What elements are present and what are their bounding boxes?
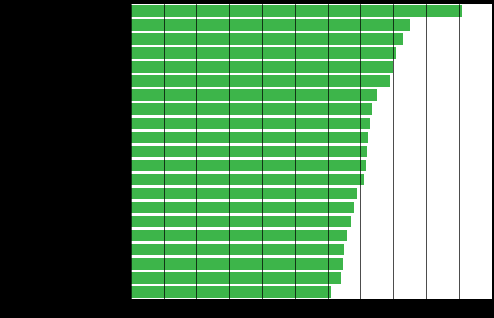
- Bar: [131, 258, 343, 270]
- Bar: [131, 89, 377, 101]
- Bar: [131, 5, 462, 17]
- Bar: [131, 132, 368, 143]
- Bar: [131, 272, 341, 284]
- Bar: [131, 47, 397, 59]
- Bar: [131, 103, 372, 115]
- Bar: [131, 216, 351, 227]
- Bar: [131, 75, 390, 87]
- Bar: [131, 202, 354, 213]
- Bar: [131, 160, 366, 171]
- Bar: [131, 244, 344, 255]
- Bar: [131, 230, 347, 241]
- Bar: [131, 33, 403, 45]
- Bar: [131, 146, 367, 157]
- Bar: [131, 61, 393, 73]
- Bar: [131, 174, 364, 185]
- Bar: [131, 188, 357, 199]
- Bar: [131, 19, 410, 31]
- Bar: [131, 286, 331, 298]
- Bar: [131, 118, 370, 129]
